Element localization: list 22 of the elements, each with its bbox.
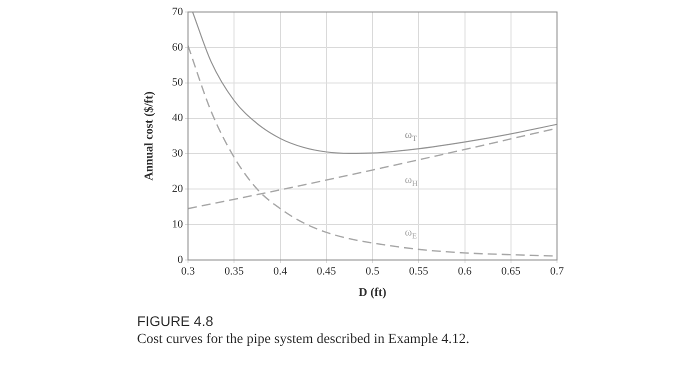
x-tick-label: 0.7 — [550, 265, 564, 278]
x-tick-label: 0.5 — [366, 265, 380, 278]
y-tick-label: 40 — [172, 112, 184, 124]
x-tick-label: 0.55 — [409, 265, 429, 278]
y-axis-title: Annual cost ($/ft) — [141, 91, 156, 181]
x-tick-label: 0.6 — [458, 265, 472, 278]
y-tick-label: 60 — [172, 41, 184, 54]
y-tick-label: 10 — [172, 218, 184, 230]
y-tick-label: 20 — [172, 183, 184, 196]
x-axis-title: D (ft) — [358, 284, 386, 299]
caption: FIGURE 4.8 — [137, 313, 214, 329]
x-tick-label: 0.65 — [501, 265, 521, 278]
x-tick-label: 0.45 — [316, 265, 336, 278]
x-tick-label: 0.35 — [224, 265, 244, 278]
y-tick-label: 50 — [172, 76, 184, 89]
y-tick-label: 30 — [172, 148, 184, 160]
x-tick-label: 0.4 — [273, 265, 288, 278]
y-tick-label: 70 — [172, 6, 184, 18]
y-tick-label: 0 — [178, 254, 184, 266]
x-tick-label: 0.3 — [181, 265, 196, 278]
text: Cost curves for the pipe system described in Example 4.12. — [137, 332, 470, 348]
line-series — [192, 12, 557, 154]
